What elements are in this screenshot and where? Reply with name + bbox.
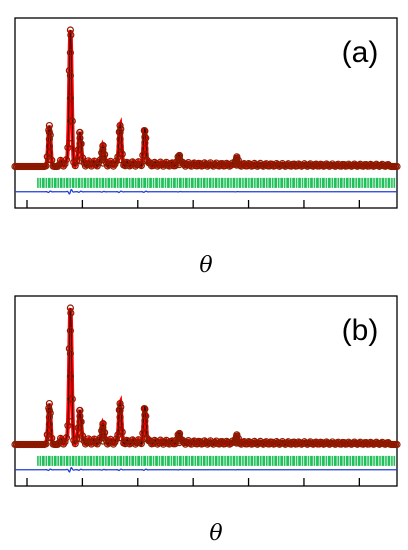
panel-b-observed-point-peak-6-6 bbox=[175, 429, 183, 438]
panel-a-observed-point-37 bbox=[65, 66, 73, 75]
panel-a: (a) θ bbox=[11, 17, 401, 278]
panel-a-observed-point-41 bbox=[71, 162, 79, 170]
panel-b-observed-point-peak-0-2 bbox=[45, 427, 53, 435]
panel-b-observed-point-peak-4-6 bbox=[116, 399, 124, 408]
panel-b-observed-point-89 bbox=[142, 412, 150, 420]
panel-a-observed-point-peak-7-6 bbox=[232, 154, 241, 162]
panel-a-observed-point-peak-0-5 bbox=[45, 128, 53, 136]
panel-a-observed-point-peak-4-5 bbox=[116, 128, 124, 136]
panel-a-observed-point-38 bbox=[67, 31, 75, 39]
panel-b-observed-point-peak-0-6 bbox=[45, 399, 53, 408]
panel-a-observed-point-peak-1-4 bbox=[66, 71, 74, 80]
panel-a-observed-point-89 bbox=[142, 134, 150, 142]
panel-a-observed-point-peak-1-2 bbox=[66, 117, 74, 125]
panel-a-observed-point-peak-0-4 bbox=[45, 135, 53, 143]
panel-a-observed-point-peak-4-6 bbox=[116, 121, 124, 130]
panel-a-observed-point-peak-1-3 bbox=[66, 94, 74, 102]
panel-a-observed-point-34 bbox=[61, 160, 69, 168]
panel-a-observed-point-peak-1-1 bbox=[66, 140, 74, 148]
panel-a-observed-point-peak-0-6 bbox=[45, 121, 53, 130]
panel-a-observed-point-peak-3-3 bbox=[99, 152, 107, 160]
panel-b-observed-point-peak-1-1 bbox=[66, 418, 74, 426]
panel-b-observed-point-38 bbox=[67, 309, 75, 317]
panel-b-observed-point-42 bbox=[73, 435, 81, 443]
panel-a-observed-point-72 bbox=[117, 125, 125, 133]
panel-b-observed-point-peak-3-3 bbox=[99, 430, 107, 438]
panel-a-frame bbox=[14, 17, 398, 209]
panel-b-observed-point-peak-3-5 bbox=[99, 423, 107, 432]
panel-a-observed-point-peak-0-3 bbox=[45, 142, 53, 150]
panel-a-difference-line bbox=[15, 188, 397, 195]
panel-b-observed-point-peak-1-3 bbox=[66, 372, 74, 380]
panel-a-observed-point-21 bbox=[42, 162, 50, 170]
panel-a-observed-point-peak-4-4 bbox=[116, 135, 124, 143]
panel-b: (b) θ bbox=[11, 295, 401, 546]
panel-b-label: (b) bbox=[342, 314, 379, 347]
panel-a-observed-point-260 bbox=[393, 162, 401, 171]
panel-a-observed-point-peak-4-2 bbox=[116, 149, 124, 157]
panel-a-observed-point-peak-2-6 bbox=[76, 128, 84, 136]
panel-a-observed-point-peak-6-6 bbox=[175, 151, 183, 160]
panel-b-observed-point-peak-3-4 bbox=[99, 427, 107, 435]
panel-b-x-ticks bbox=[26, 478, 360, 486]
panel-a-observed-point-69 bbox=[112, 157, 120, 165]
panel-b-observed-point-peak-0-1 bbox=[45, 434, 53, 442]
panel-b-observed-point-peak-3-6 bbox=[99, 420, 107, 428]
panel-b-observed-point-peak-4-4 bbox=[116, 413, 124, 421]
panel-a-observed-point-peak-3-6 bbox=[99, 142, 107, 150]
panel-b-observed-point-peak-3-1 bbox=[99, 437, 107, 445]
panel-a-label: (a) bbox=[342, 36, 379, 69]
panel-a-observed-point-35 bbox=[62, 156, 71, 164]
panel-a-observed-point-56 bbox=[93, 162, 101, 170]
panel-a-observed-point-peak-1-5 bbox=[66, 49, 74, 57]
panel-b-observed-point-peak-1-5 bbox=[66, 327, 74, 335]
panel-b-observed-point-peak-3-2 bbox=[99, 434, 107, 442]
panel-b-observed-point-35 bbox=[62, 434, 71, 442]
panel-b-observed-point-peak-2-6 bbox=[76, 406, 84, 414]
panel-a-observed-point-peak-4-3 bbox=[116, 142, 124, 150]
panel-b-observed-point-peak-1-2 bbox=[66, 395, 74, 403]
panel-b-frame bbox=[14, 295, 398, 487]
panel-b-observed-point-peak-0-3 bbox=[45, 420, 53, 428]
panel-a-observed-point-peak-5-6 bbox=[141, 127, 149, 135]
panel-a-x-ticks bbox=[26, 200, 360, 208]
panel-b-observed-point-peak-7-6 bbox=[232, 432, 241, 440]
panel-a-observed-point-peak-0-2 bbox=[45, 149, 53, 157]
panel-b-observed-point-peak-4-5 bbox=[116, 406, 124, 414]
panel-a-observed-point-peak-1-6 bbox=[66, 26, 74, 34]
panel-b-observed-point-peak-4-1 bbox=[116, 434, 124, 442]
panel-a-observed-point-peak-4-1 bbox=[116, 156, 124, 164]
panel-b-x-axis-title: θ bbox=[209, 521, 222, 546]
panel-b-observed-point-peak-0-4 bbox=[45, 413, 53, 421]
panel-b-difference-line bbox=[15, 466, 397, 473]
panel-a-observed-point-peak-3-4 bbox=[99, 149, 107, 157]
panel-a-observed-point-42 bbox=[73, 157, 81, 165]
panel-a-x-axis-title: θ bbox=[199, 253, 212, 278]
panel-b-observed-point-peak-1-6 bbox=[66, 304, 74, 312]
panel-a-observed-point-peak-3-5 bbox=[99, 145, 107, 154]
panel-b-observed-point-260 bbox=[393, 440, 401, 449]
panel-b-observed-point-21 bbox=[42, 440, 50, 448]
panel-b-marks bbox=[11, 304, 401, 473]
panel-b-observed-point-peak-4-3 bbox=[116, 420, 124, 428]
panel-b-observed-point-34 bbox=[61, 438, 69, 446]
panel-b-observed-point-86 bbox=[137, 440, 145, 448]
panel-b-observed-point-69 bbox=[112, 435, 120, 443]
panel-a-observed-point-peak-3-1 bbox=[99, 159, 107, 167]
panel-b-observed-point-72 bbox=[117, 403, 125, 411]
panel-a-observed-point-peak-0-1 bbox=[45, 156, 53, 164]
panel-b-observed-point-56 bbox=[93, 440, 101, 448]
panel-a-marks bbox=[11, 26, 401, 195]
panel-b-observed-point-37 bbox=[65, 344, 73, 353]
panel-b-observed-point-peak-4-2 bbox=[116, 427, 124, 435]
panel-a-observed-point-86 bbox=[137, 162, 145, 170]
panel-b-observed-point-41 bbox=[71, 440, 79, 448]
panel-b-observed-point-peak-0-5 bbox=[45, 406, 53, 414]
panel-a-observed-point-peak-3-2 bbox=[99, 156, 107, 164]
panel-b-observed-point-peak-1-4 bbox=[66, 349, 74, 358]
panel-b-observed-point-peak-5-6 bbox=[141, 405, 149, 413]
